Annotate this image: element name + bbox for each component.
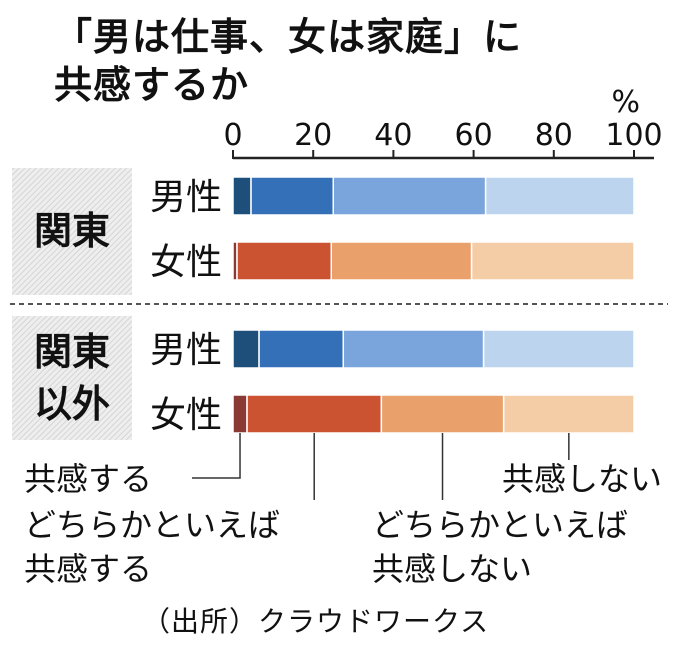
- legend-label: 共感する: [24, 550, 152, 588]
- bar-segment: [482, 329, 635, 369]
- bar-segment: [246, 394, 383, 434]
- legend-label: 共感しない: [502, 460, 662, 498]
- chart-title-line-2: 共感するか: [54, 63, 250, 107]
- legend-label: どちらかといえば: [372, 506, 628, 544]
- row-label: 女性: [150, 242, 222, 283]
- unit-label: %: [611, 85, 640, 120]
- x-tick-label: 20: [294, 118, 332, 153]
- legend-leader-line: [192, 433, 241, 479]
- bar-segment: [380, 394, 505, 434]
- bar-segment: [236, 241, 332, 281]
- bar-segment: [332, 176, 487, 216]
- bar-segment: [470, 241, 635, 281]
- group-label: 関東: [34, 209, 110, 253]
- x-tick-label: 40: [374, 118, 412, 153]
- bar-segment: [232, 176, 252, 216]
- group-label-box: [12, 316, 132, 440]
- bar-segment: [342, 329, 485, 369]
- bar-segment: [502, 394, 635, 434]
- legend-label: 共感しない: [372, 550, 532, 588]
- group-label-box: [12, 168, 132, 295]
- bar-segment: [250, 176, 334, 216]
- x-tick-label: 100: [605, 118, 662, 153]
- x-tick-label: 80: [535, 118, 573, 153]
- bar-segment: [330, 241, 473, 281]
- legend-label: どちらかといえば: [24, 506, 280, 544]
- bar-segment: [232, 329, 260, 369]
- row-label: 男性: [150, 330, 222, 371]
- bar-segment: [258, 329, 345, 369]
- x-tick-label: 0: [223, 118, 242, 153]
- source-note: （出所）クラウドワークス: [142, 605, 490, 638]
- row-label: 女性: [150, 395, 222, 436]
- bar-segment: [484, 176, 635, 216]
- x-tick-label: 60: [455, 118, 493, 153]
- row-label: 男性: [150, 177, 222, 218]
- bar-segment: [232, 394, 248, 434]
- legend-label: 共感する: [24, 460, 152, 498]
- group-label: 以外: [34, 382, 110, 426]
- group-label: 関東: [34, 330, 110, 374]
- chart-title-line-1: 「男は仕事、女は家庭」に: [54, 15, 523, 59]
